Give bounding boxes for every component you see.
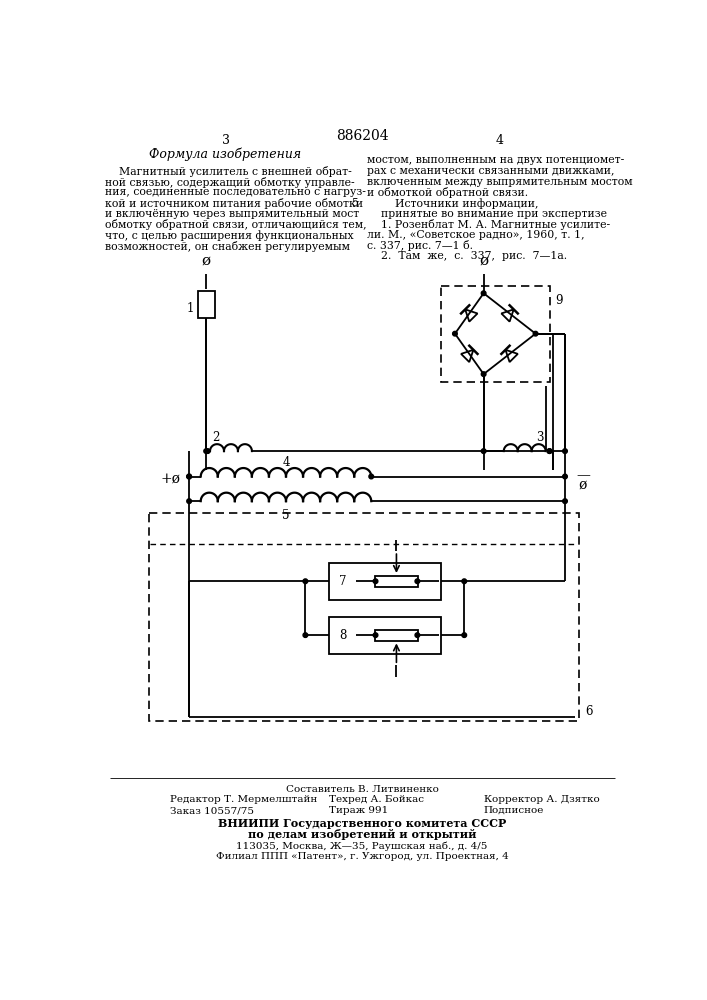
- Text: 5: 5: [282, 509, 290, 522]
- Bar: [198, 291, 215, 318]
- Circle shape: [481, 291, 486, 296]
- Text: Филиал ППП «Патент», г. Ужгород, ул. Проектная, 4: Филиал ППП «Патент», г. Ужгород, ул. Про…: [216, 852, 508, 861]
- Bar: [149, 513, 579, 721]
- Text: Подписное: Подписное: [484, 806, 544, 815]
- Text: по делам изобретений и открытий: по делам изобретений и открытий: [247, 829, 477, 840]
- Circle shape: [415, 579, 420, 584]
- Circle shape: [415, 633, 420, 637]
- Text: ВНИИПИ Государственного комитета СССР: ВНИИПИ Государственного комитета СССР: [218, 818, 506, 829]
- Text: 1. Розенблат М. А. Магнитные усилите-: 1. Розенблат М. А. Магнитные усилите-: [368, 219, 611, 230]
- Text: кой и источником питания рабочие обмотки: кой и источником питания рабочие обмотки: [105, 198, 363, 209]
- Text: ния, соединенные последовательно с нагруз-: ния, соединенные последовательно с нагру…: [105, 187, 366, 197]
- Text: 113035, Москва, Ж—35, Раушская наб., д. 4/5: 113035, Москва, Ж—35, Раушская наб., д. …: [236, 841, 488, 851]
- Circle shape: [373, 633, 378, 637]
- Circle shape: [563, 449, 567, 453]
- Text: 4: 4: [282, 456, 290, 469]
- Circle shape: [547, 449, 552, 453]
- Text: ной связью, содержащий обмотку управле-: ной связью, содержащий обмотку управле-: [105, 177, 355, 188]
- Circle shape: [369, 474, 373, 479]
- Text: рах с механически связанными движками,: рах с механически связанными движками,: [368, 166, 615, 176]
- Circle shape: [187, 499, 192, 503]
- Circle shape: [187, 474, 192, 479]
- Text: 5: 5: [351, 198, 358, 208]
- Bar: [329, 563, 441, 600]
- Text: 2.  Там  же,  с.  337,  рис.  7—1а.: 2. Там же, с. 337, рис. 7—1а.: [368, 251, 568, 261]
- Circle shape: [547, 449, 552, 453]
- Text: и включённую через выпрямительный мост: и включённую через выпрямительный мост: [105, 209, 360, 219]
- Text: 9: 9: [556, 294, 563, 307]
- Bar: [375, 630, 418, 641]
- Text: 6: 6: [585, 705, 592, 718]
- Bar: [375, 576, 418, 587]
- Text: 7: 7: [339, 575, 347, 588]
- Circle shape: [373, 579, 378, 584]
- Text: с. 337, рис. 7—1 б.: с. 337, рис. 7—1 б.: [368, 240, 474, 251]
- Text: Магнитный усилитель с внешней обрат-: Магнитный усилитель с внешней обрат-: [105, 166, 352, 177]
- Text: 2: 2: [212, 431, 220, 444]
- Circle shape: [204, 449, 209, 453]
- Text: принятые во внимание при экспертизе: принятые во внимание при экспертизе: [368, 209, 607, 219]
- Text: Составитель В. Литвиненко: Составитель В. Литвиненко: [286, 785, 438, 794]
- Circle shape: [303, 579, 308, 584]
- Text: включенным между выпрямительным мостом: включенным между выпрямительным мостом: [368, 177, 633, 187]
- Text: 1: 1: [187, 302, 194, 315]
- Circle shape: [462, 579, 467, 584]
- Text: 4: 4: [495, 134, 503, 147]
- Circle shape: [187, 474, 192, 479]
- Circle shape: [481, 449, 486, 453]
- Text: Источники информации,: Источники информации,: [368, 198, 539, 209]
- Text: ли. М., «Советское радно», 1960, т. 1,: ли. М., «Советское радно», 1960, т. 1,: [368, 230, 585, 240]
- Text: Корректор А. Дзятко: Корректор А. Дзятко: [484, 795, 600, 804]
- Text: возможностей, он снабжен регулируемым: возможностей, он снабжен регулируемым: [105, 241, 351, 252]
- Text: 3: 3: [221, 134, 230, 147]
- Text: Заказ 10557/75: Заказ 10557/75: [170, 806, 254, 815]
- Circle shape: [533, 331, 538, 336]
- Circle shape: [563, 499, 567, 503]
- Text: 886204: 886204: [336, 129, 388, 143]
- Circle shape: [206, 449, 210, 453]
- Text: ø: ø: [578, 477, 587, 491]
- Text: что, с целью расширения функциональных: что, с целью расширения функциональных: [105, 230, 354, 241]
- Text: Редактор Т. Мермелштайн: Редактор Т. Мермелштайн: [170, 795, 317, 804]
- Circle shape: [452, 331, 457, 336]
- Text: Тираж 991: Тираж 991: [329, 806, 388, 815]
- Text: обмотку обратной связи, отличающийся тем,: обмотку обратной связи, отличающийся тем…: [105, 219, 367, 230]
- Text: мостом, выполненным на двух потенциомет-: мостом, выполненным на двух потенциомет-: [368, 155, 624, 165]
- Text: ø: ø: [479, 254, 489, 268]
- Text: +ø: +ø: [160, 471, 180, 485]
- Text: ø: ø: [201, 254, 211, 268]
- Circle shape: [303, 633, 308, 637]
- Text: Техред А. Бойкас: Техред А. Бойкас: [329, 795, 423, 804]
- Bar: [329, 617, 441, 654]
- Circle shape: [462, 633, 467, 637]
- Text: 3: 3: [536, 431, 543, 444]
- Text: Формула изобретения: Формула изобретения: [149, 148, 302, 161]
- Circle shape: [481, 372, 486, 376]
- Text: —: —: [577, 468, 590, 482]
- Text: 8: 8: [339, 629, 347, 642]
- Circle shape: [563, 474, 567, 479]
- Text: и обмоткой обратной связи.: и обмоткой обратной связи.: [368, 187, 529, 198]
- Bar: [441, 286, 549, 382]
